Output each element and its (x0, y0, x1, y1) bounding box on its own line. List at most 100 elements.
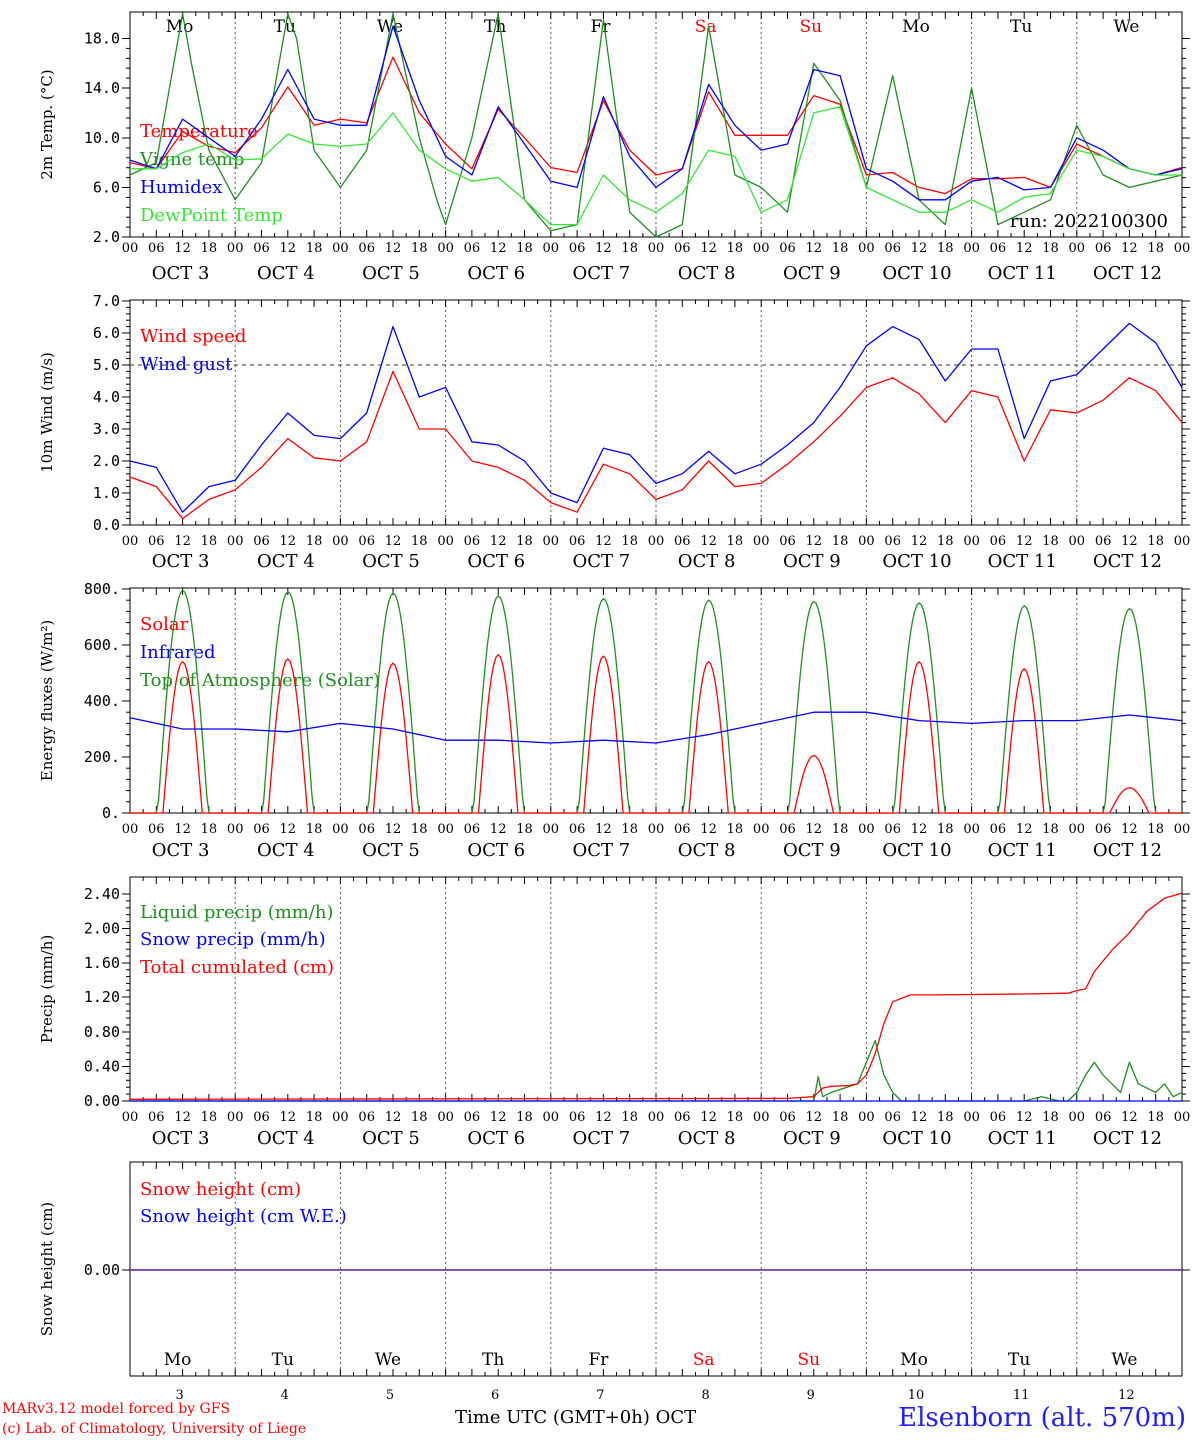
temp-hour-tick-label: 00 (648, 241, 665, 256)
precip-y-tick-label: 2.00 (84, 920, 120, 938)
precip-y-tick-label: 1.20 (84, 988, 120, 1006)
temp-hour-tick-label: 12 (174, 241, 191, 256)
energy-date-label: OCT 4 (257, 840, 315, 861)
precip-hour-tick-label: 00 (122, 1110, 139, 1125)
temp-hour-tick-label: 06 (674, 241, 691, 256)
wind-y-tick-label: 5.0 (93, 356, 120, 374)
precip-series-total-cumulated-cm- (129, 892, 1183, 1100)
time-axis-label: Time UTC (GMT+0h) OCT (455, 1407, 697, 1428)
temp-date-label: OCT 4 (257, 263, 315, 284)
wind-y-tick-label: 6.0 (93, 324, 120, 342)
wind-hour-tick-label: 12 (911, 534, 928, 549)
wind-y-axis-label: 10m Wind (m/s) (38, 352, 56, 473)
wind-hour-tick-label: 12 (280, 534, 297, 549)
precip-y-tick-label: 0.00 (84, 1092, 120, 1110)
wind-hour-tick-label: 18 (1042, 534, 1059, 549)
temp-hour-tick-label: 12 (1121, 241, 1138, 256)
wind-hour-tick-label: 06 (674, 534, 691, 549)
dow-label-top: Mo (902, 17, 930, 37)
wind-hour-tick-label: 00 (1069, 534, 1086, 549)
temp-hour-tick-label: 00 (1069, 241, 1086, 256)
energy-hour-tick-label: 18 (832, 822, 849, 837)
wind-hour-tick-label: 18 (727, 534, 744, 549)
energy-hour-tick-label: 12 (1016, 822, 1033, 837)
wind-hour-tick-label: 06 (990, 534, 1007, 549)
precip-date-label: OCT 7 (573, 1128, 631, 1149)
energy-date-label: OCT 8 (678, 840, 736, 861)
temp-hour-tick-label: 06 (779, 241, 796, 256)
temp-date-label: OCT 6 (467, 263, 525, 284)
wind-date-label: OCT 8 (678, 551, 736, 572)
temp-hour-tick-label: 18 (937, 241, 954, 256)
energy-date-label: OCT 10 (882, 840, 951, 861)
day-number-label: 5 (386, 1388, 394, 1403)
energy-date-label: OCT 6 (467, 840, 525, 861)
precip-hour-tick-label: 06 (990, 1110, 1007, 1125)
wind-hour-tick-label: 00 (858, 534, 875, 549)
energy-hour-tick-label: 06 (884, 822, 901, 837)
precip-date-label: OCT 3 (152, 1128, 210, 1149)
precip-hour-tick-label: 06 (1095, 1110, 1112, 1125)
temp-series-dewpoint-temp (130, 106, 1182, 226)
wind-series-wind-speed (129, 370, 1183, 520)
temp-date-label: OCT 12 (1093, 263, 1162, 284)
wind-hour-tick-label: 12 (1121, 534, 1138, 549)
energy-hour-tick-label: 18 (411, 822, 428, 837)
wind-hour-tick-label: 00 (753, 534, 770, 549)
temp-hour-tick-label: 06 (358, 241, 375, 256)
run-annotation: run: 2022100300 (1010, 211, 1168, 232)
wind-hour-tick-label: 00 (648, 534, 665, 549)
energy-hour-tick-label: 12 (490, 822, 507, 837)
energy-hour-tick-label: 06 (569, 822, 586, 837)
precip-hour-tick-label: 06 (253, 1110, 270, 1125)
wind-hour-tick-label: 00 (122, 534, 139, 549)
wind-series-wind-gust (129, 322, 1183, 513)
wind-hour-tick-label: 12 (700, 534, 717, 549)
energy-date-label: OCT 11 (988, 840, 1057, 861)
precip-y-tick-label: 1.60 (84, 954, 120, 972)
precip-hour-tick-label: 18 (201, 1110, 218, 1125)
precip-date-label: OCT 8 (678, 1128, 736, 1149)
energy-hour-tick-label: 12 (174, 822, 191, 837)
wind-hour-tick-label: 18 (201, 534, 218, 549)
precip-date-label: OCT 12 (1093, 1128, 1162, 1149)
lab-credit: (c) Lab. of Climatology, University of L… (2, 1421, 307, 1437)
wind-hour-tick-label: 12 (490, 534, 507, 549)
wind-y-tick-label: 7.0 (93, 292, 120, 310)
wind-hour-tick-label: 18 (516, 534, 533, 549)
temp-hour-tick-label: 06 (464, 241, 481, 256)
energy-hour-tick-label: 12 (1121, 822, 1138, 837)
temp-hour-tick-label: 06 (884, 241, 901, 256)
energy-y-tick-label: 600. (84, 636, 120, 654)
precip-hour-tick-label: 18 (1147, 1110, 1164, 1125)
temp-hour-tick-label: 06 (990, 241, 1007, 256)
temp-legend-humidex: Humidex (140, 177, 222, 198)
wind-hour-tick-label: 06 (148, 534, 165, 549)
dow-label-bottom: We (1111, 1350, 1137, 1370)
precip-date-label: OCT 10 (882, 1128, 951, 1149)
energy-date-label: OCT 3 (152, 840, 210, 861)
wind-date-label: OCT 11 (988, 551, 1057, 572)
temp-hour-tick-label: 18 (727, 241, 744, 256)
wind-hour-tick-label: 00 (1174, 534, 1191, 549)
temp-date-label: OCT 7 (573, 263, 631, 284)
precip-hour-tick-label: 00 (332, 1110, 349, 1125)
model-credit: MARv3.12 model forced by GFS (2, 1401, 231, 1417)
precip-hour-tick-label: 06 (674, 1110, 691, 1125)
dow-label-top: Sa (695, 17, 717, 37)
snow-legend-snow-height-cm-: Snow height (cm) (140, 1179, 301, 1200)
wind-date-label: OCT 6 (467, 551, 525, 572)
precip-hour-tick-label: 12 (490, 1110, 507, 1125)
wind-hour-tick-label: 00 (332, 534, 349, 549)
temp-series-humidex (129, 25, 1183, 201)
temp-y-tick-label: 14.0 (84, 79, 120, 97)
dow-label-bottom: Mo (164, 1350, 192, 1370)
day-number-label: 8 (701, 1388, 709, 1403)
precip-hour-tick-label: 18 (411, 1110, 428, 1125)
temp-hour-tick-label: 00 (332, 241, 349, 256)
dow-label-bottom: Th (482, 1350, 504, 1370)
energy-hour-tick-label: 18 (937, 822, 954, 837)
precip-hour-tick-label: 18 (621, 1110, 638, 1125)
dow-label-bottom: Mo (900, 1350, 928, 1370)
